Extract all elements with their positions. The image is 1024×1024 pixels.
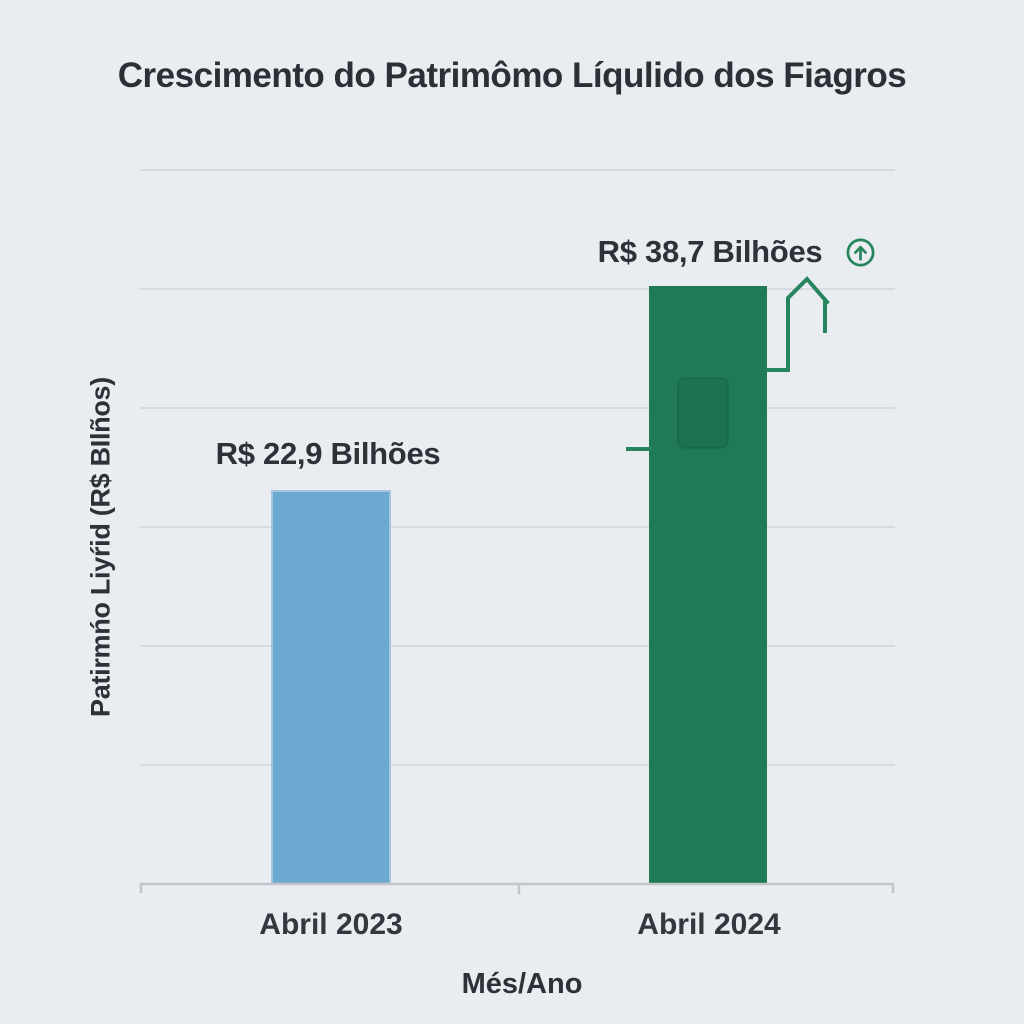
x-tick-abril-2023: Abril 2023 <box>259 908 403 941</box>
bar-inner-highlight <box>677 377 729 449</box>
x-tick-abril-2024: Abril 2024 <box>637 908 781 941</box>
x-axis-line <box>139 882 895 894</box>
up-arrow-stroke <box>766 276 830 372</box>
icon-arrow-head <box>854 245 867 254</box>
value-label-2024: R$ 38,7 Bilhões <box>597 234 823 269</box>
bar-abril-2024 <box>649 286 767 884</box>
hand-drawn-up-arrow <box>626 276 830 451</box>
x-axis-label: Més/Ano <box>461 968 583 1000</box>
icon-circle <box>846 238 875 267</box>
gridlines <box>140 169 895 766</box>
value-label-2023: R$ 22,9 Bilhões <box>215 436 441 471</box>
circled-up-arrow-icon <box>846 238 875 267</box>
bar-abril-2023 <box>271 490 391 885</box>
chart-title: Crescimento do Patrimômo Líqulido dos Fi… <box>117 56 907 95</box>
circled-up-arrow-strokes <box>846 238 875 267</box>
